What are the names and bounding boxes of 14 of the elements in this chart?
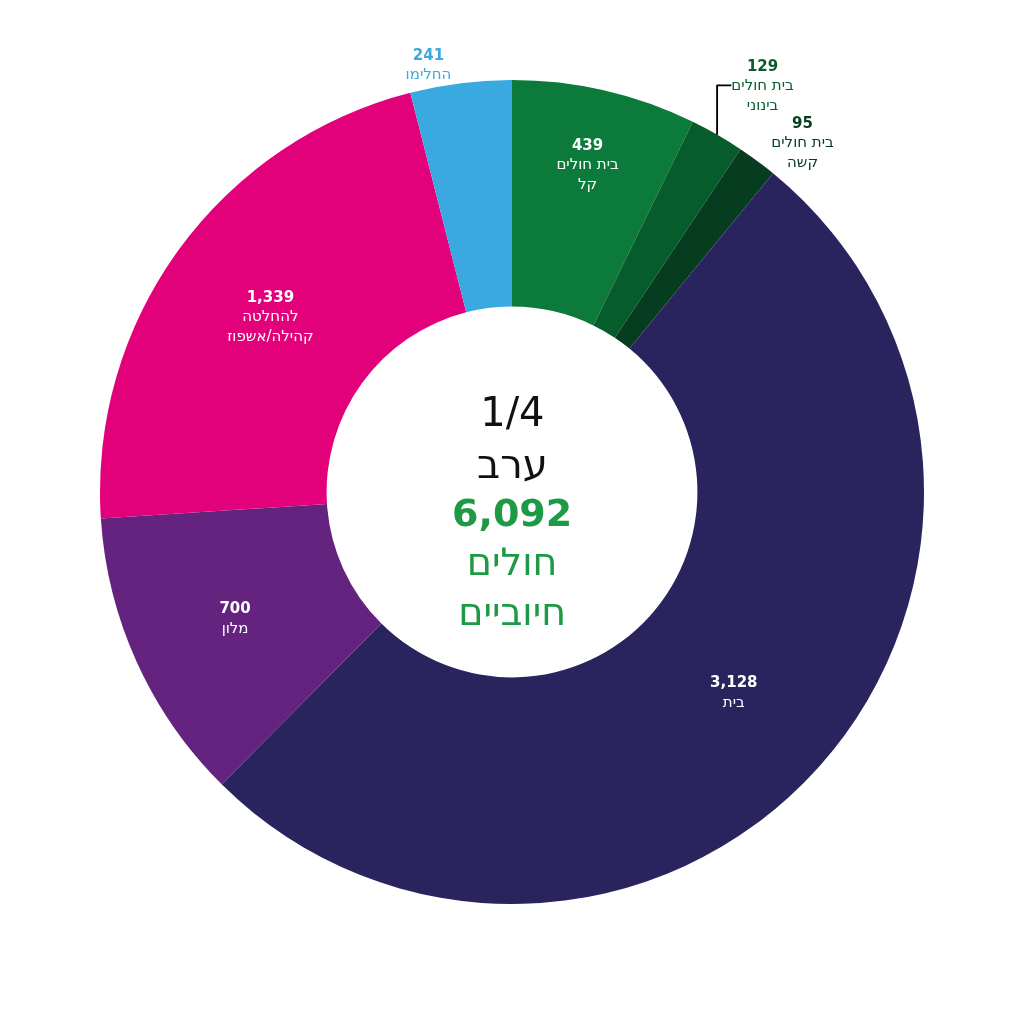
- slice-label: החלימו: [405, 65, 452, 84]
- slice-label: בית חולים בינוני: [731, 76, 795, 114]
- slice-label: בית חולים קשה: [771, 133, 835, 171]
- slice-label: בית: [722, 692, 746, 711]
- data-label: 3,128: [710, 673, 758, 692]
- data-label: 95: [792, 113, 813, 132]
- data-label: 439: [571, 135, 604, 154]
- data-label: 700: [219, 599, 251, 618]
- slice-label: מלון: [221, 618, 249, 637]
- slice-label: בית חולים קל: [556, 155, 620, 193]
- data-label: 1,339: [246, 287, 295, 306]
- slice-label: להחלטה קהילה/אשפוז: [227, 307, 314, 345]
- data-label: 241: [412, 45, 445, 64]
- data-label: 129: [746, 56, 779, 75]
